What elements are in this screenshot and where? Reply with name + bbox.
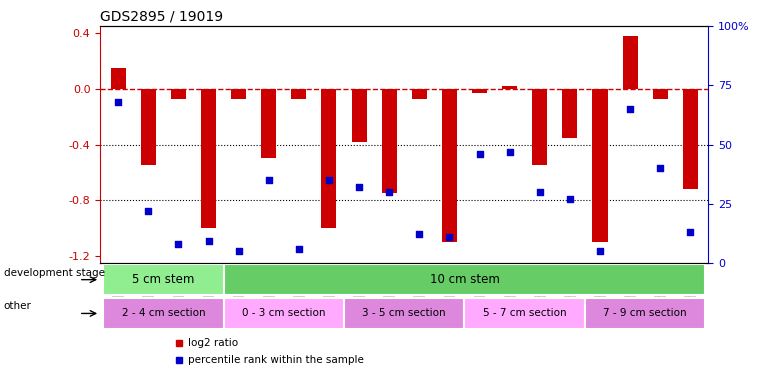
Bar bbox=[382, 89, 397, 193]
Point bbox=[654, 165, 666, 171]
Point bbox=[172, 241, 185, 247]
Point bbox=[444, 234, 456, 240]
Text: 7 - 9 cm section: 7 - 9 cm section bbox=[604, 309, 687, 318]
Bar bbox=[291, 89, 306, 99]
Text: percentile rank within the sample: percentile rank within the sample bbox=[189, 355, 364, 365]
Bar bbox=[223, 264, 705, 295]
Point bbox=[413, 231, 426, 237]
Text: 0 - 3 cm section: 0 - 3 cm section bbox=[242, 309, 326, 318]
Bar bbox=[502, 86, 517, 89]
Point bbox=[203, 238, 215, 244]
Bar bbox=[103, 264, 223, 295]
Text: 2 - 4 cm section: 2 - 4 cm section bbox=[122, 309, 205, 318]
Bar bbox=[344, 298, 464, 328]
Bar bbox=[683, 89, 698, 189]
Bar bbox=[442, 89, 457, 242]
Point bbox=[142, 208, 155, 214]
Bar bbox=[562, 89, 578, 138]
Bar bbox=[261, 89, 276, 158]
Text: 3 - 5 cm section: 3 - 5 cm section bbox=[363, 309, 446, 318]
Bar bbox=[141, 89, 156, 165]
Bar bbox=[223, 298, 344, 328]
Text: 10 cm stem: 10 cm stem bbox=[430, 273, 500, 286]
Bar bbox=[623, 36, 638, 89]
Bar bbox=[464, 298, 585, 328]
Point bbox=[685, 229, 697, 235]
Point bbox=[504, 148, 516, 154]
Bar bbox=[201, 89, 216, 228]
Text: 5 - 7 cm section: 5 - 7 cm section bbox=[483, 309, 567, 318]
Point bbox=[112, 99, 124, 105]
Point bbox=[534, 189, 546, 195]
Bar bbox=[653, 89, 668, 99]
Point bbox=[323, 177, 335, 183]
Point bbox=[353, 184, 365, 190]
Point bbox=[383, 189, 395, 195]
Text: log2 ratio: log2 ratio bbox=[189, 338, 239, 348]
Text: 5 cm stem: 5 cm stem bbox=[132, 273, 195, 286]
Text: other: other bbox=[4, 301, 32, 310]
Bar bbox=[532, 89, 547, 165]
Point bbox=[233, 248, 245, 254]
Point bbox=[594, 248, 606, 254]
Bar bbox=[111, 68, 126, 89]
Point bbox=[564, 196, 576, 202]
Text: development stage: development stage bbox=[4, 268, 105, 278]
Point bbox=[263, 177, 275, 183]
Bar bbox=[585, 298, 705, 328]
Point bbox=[293, 246, 305, 252]
Bar bbox=[592, 89, 608, 242]
Point bbox=[474, 151, 486, 157]
Bar bbox=[472, 89, 487, 93]
Bar bbox=[352, 89, 367, 142]
Bar bbox=[103, 298, 223, 328]
Point bbox=[624, 106, 636, 112]
Bar bbox=[412, 89, 427, 99]
Bar bbox=[321, 89, 336, 228]
Bar bbox=[231, 89, 246, 99]
Bar bbox=[171, 89, 186, 99]
Text: GDS2895 / 19019: GDS2895 / 19019 bbox=[100, 10, 223, 24]
